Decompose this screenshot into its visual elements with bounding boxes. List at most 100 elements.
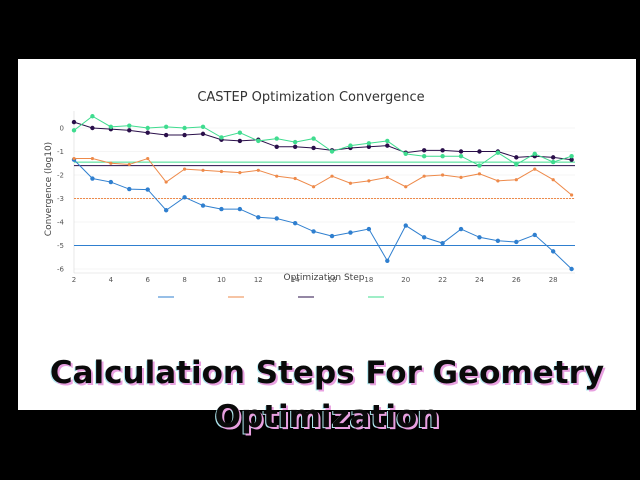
data-point xyxy=(569,154,574,159)
headline-line-2: Optimization xyxy=(214,399,440,435)
headline: Calculation Steps For Geometry Optimizat… xyxy=(18,351,636,439)
data-point xyxy=(311,145,316,151)
y-tick-label: -1 xyxy=(57,148,64,156)
data-point xyxy=(292,139,298,145)
data-point xyxy=(90,114,95,119)
data-point xyxy=(477,163,482,168)
data-point xyxy=(440,148,445,153)
data-point xyxy=(458,154,464,159)
data-point xyxy=(237,206,243,212)
data-point xyxy=(182,167,187,171)
data-point xyxy=(569,157,574,162)
data-point xyxy=(421,148,427,153)
data-point xyxy=(570,193,574,197)
x-tick-label: 16 xyxy=(328,276,337,284)
data-point xyxy=(514,178,518,182)
x-axis-title: Optimization Step xyxy=(284,273,365,283)
x-tick-label: 4 xyxy=(109,276,114,284)
data-point xyxy=(330,174,334,178)
x-tick-label: 14 xyxy=(291,276,300,284)
data-point xyxy=(127,123,132,128)
x-tick-label: 26 xyxy=(512,276,521,284)
data-point xyxy=(514,162,519,167)
data-point xyxy=(477,172,482,176)
data-point xyxy=(127,128,132,133)
tick-labels: 0-1-2-3-4-5-62 4 6 8 10 12 14 16 18 20 22 24 26 28 xyxy=(57,125,558,285)
data-point xyxy=(146,156,150,161)
data-point xyxy=(108,179,114,185)
data-point xyxy=(495,150,501,155)
data-point xyxy=(459,175,463,179)
y-tick-label: 0 xyxy=(60,125,64,133)
data-point xyxy=(108,124,114,130)
headline-line-1: Calculation Steps For Geometry xyxy=(49,355,605,391)
data-point xyxy=(219,135,224,140)
data-point xyxy=(440,240,445,246)
data-point xyxy=(71,128,77,133)
data-point xyxy=(348,143,353,148)
thumbnail-card: CASTEP Optimization Convergence 0 -1 -2 -3 -… xyxy=(18,59,636,435)
data-point xyxy=(421,235,427,240)
data-point xyxy=(219,169,224,174)
data-point xyxy=(163,124,169,130)
data-point xyxy=(514,155,519,160)
chart-title: CASTEP Optimization Convergence xyxy=(197,90,424,105)
data-point xyxy=(366,144,372,149)
data-point xyxy=(385,175,389,179)
data-point xyxy=(533,167,537,171)
data-point xyxy=(145,130,150,135)
x-tick-label: 6 xyxy=(145,276,150,284)
data-point xyxy=(274,144,279,149)
data-point xyxy=(458,226,464,232)
data-point xyxy=(182,132,187,138)
data-point xyxy=(274,216,279,221)
data-point xyxy=(127,186,132,192)
series-1 xyxy=(71,157,574,272)
data-point xyxy=(237,138,243,144)
data-point xyxy=(256,215,261,220)
data-point xyxy=(292,220,298,226)
data-point xyxy=(514,239,519,245)
x-tick-label: 24 xyxy=(475,276,484,284)
data-point xyxy=(495,238,501,243)
data-point xyxy=(200,131,206,137)
data-point xyxy=(182,125,187,131)
data-point xyxy=(256,138,261,144)
data-point xyxy=(292,144,298,149)
data-point xyxy=(404,185,408,189)
data-point xyxy=(385,143,390,148)
data-point xyxy=(329,149,335,154)
threshold-lines xyxy=(74,161,575,246)
data-point xyxy=(422,174,426,178)
data-point xyxy=(440,154,445,159)
series-line xyxy=(73,121,572,161)
data-point xyxy=(441,173,445,177)
data-point xyxy=(200,203,206,208)
data-point xyxy=(550,249,556,254)
data-point xyxy=(72,156,76,161)
data-point xyxy=(163,132,169,138)
y-tick-label: -5 xyxy=(57,242,64,250)
grid xyxy=(73,111,575,274)
data-point xyxy=(127,162,131,167)
data-point xyxy=(532,232,537,238)
series-layer xyxy=(71,114,574,272)
data-point xyxy=(311,185,316,189)
data-point xyxy=(145,125,150,131)
data-point xyxy=(477,235,482,240)
data-point xyxy=(237,130,243,135)
data-point xyxy=(238,171,242,175)
data-point xyxy=(145,187,150,192)
data-point xyxy=(367,179,371,183)
x-tick-label: 2 xyxy=(72,276,76,284)
data-point xyxy=(458,149,464,154)
data-point xyxy=(496,179,500,183)
data-point xyxy=(90,125,95,131)
x-tick-label: 10 xyxy=(217,276,226,284)
data-point xyxy=(256,168,260,172)
data-point xyxy=(366,226,372,232)
x-tick-label: 8 xyxy=(182,276,186,284)
data-point xyxy=(348,181,353,185)
series-line xyxy=(74,157,572,196)
y-tick-label: -3 xyxy=(57,195,64,203)
